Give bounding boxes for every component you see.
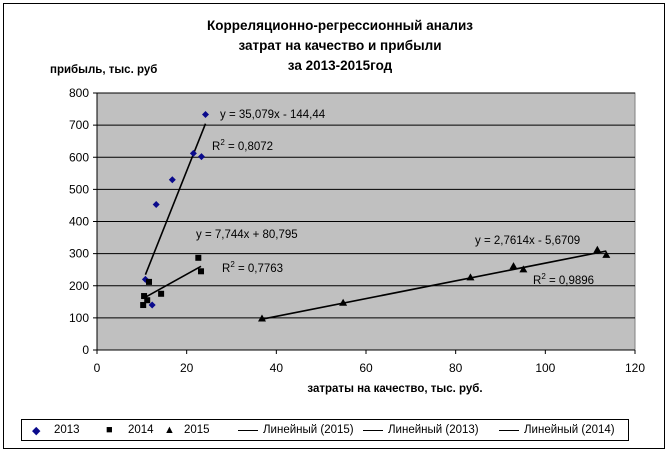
y-tick-label: 600 <box>69 150 89 164</box>
data-point-2013 <box>152 200 160 208</box>
data-point-2014 <box>144 297 151 304</box>
trendline <box>261 250 607 320</box>
data-point-2014 <box>141 293 148 300</box>
x-tick-label: 120 <box>625 361 645 375</box>
legend-label: 2014 <box>128 424 154 436</box>
legend-label: Линейный (2014) <box>524 424 615 436</box>
data-point-2014 <box>158 290 165 297</box>
x-tick-label: 60 <box>359 361 373 375</box>
data-point-2015 <box>339 298 348 306</box>
x-tick-label: 20 <box>180 361 194 375</box>
chart-title-line-3: за 2013-2015год <box>287 58 393 73</box>
data-point-2013 <box>197 153 205 161</box>
data-point-2014 <box>195 254 202 261</box>
legend-item-trend-2015: Линейный (2015) <box>238 423 360 439</box>
y-tick-label: 100 <box>69 311 89 325</box>
data-point-2013 <box>168 176 176 184</box>
legend-item-trend-2013: Линейный (2013) <box>363 423 495 439</box>
x-tick-label: 0 <box>94 361 101 375</box>
trendline-equation: y = 2,7614x - 5,6709 <box>475 235 580 247</box>
data-point-2014 <box>198 268 205 275</box>
trendline-r2: R2 = 0,7763 <box>222 260 283 275</box>
legend-item-2014: ■ 2014 <box>106 423 176 439</box>
legend-marker-triangle: ▲ <box>164 424 175 436</box>
data-point-2013 <box>201 111 209 119</box>
trendline-equation: y = 35,079x - 144,44 <box>220 109 326 121</box>
data-point-2015 <box>593 245 602 253</box>
x-axis-label: затраты на качество, тыс. руб. <box>307 383 483 395</box>
data-point-2013 <box>148 301 156 309</box>
x-tick-label: 80 <box>449 361 463 375</box>
legend-marker-square: ■ <box>106 424 113 436</box>
y-tick-label: 0 <box>82 343 89 357</box>
legend-label: Линейный (2013) <box>388 424 479 436</box>
chart-title-line-2: затрат на качество и прибыли <box>238 38 442 53</box>
x-tick-label: 100 <box>535 361 555 375</box>
y-axis-label: прибыль, тыс. руб <box>50 64 158 76</box>
legend-label: 2015 <box>184 424 210 436</box>
trendline-r2: R2 = 0,9896 <box>533 272 594 287</box>
y-tick-label: 400 <box>69 215 89 229</box>
data-point-2015 <box>257 314 266 322</box>
chart-title-line-1: Корреляционно-регрессионный анализ <box>207 18 473 33</box>
trendline <box>142 265 202 300</box>
data-point-2014 <box>140 302 147 309</box>
legend: ◆ 2013 ■ 2014 ▲ 2015 Линейный (2015) Лин… <box>21 419 629 441</box>
y-tick-label: 300 <box>69 247 89 261</box>
legend-item-trend-2014: Линейный (2014) <box>499 423 627 439</box>
trendline-equation: y = 7,744x + 80,795 <box>196 229 298 241</box>
legend-line-marker <box>363 430 383 431</box>
data-point-2015 <box>509 262 518 270</box>
legend-label: Линейный (2015) <box>263 424 354 436</box>
y-tick-label: 800 <box>69 86 89 100</box>
legend-line-marker <box>499 430 519 431</box>
x-tick-label: 40 <box>270 361 284 375</box>
data-point-2015 <box>519 265 528 273</box>
legend-item-2013: ◆ 2013 <box>32 423 102 439</box>
trendline-r2: R2 = 0,8072 <box>212 138 273 153</box>
legend-marker-diamond: ◆ <box>32 425 41 437</box>
data-point-2015 <box>602 250 611 258</box>
legend-line-marker <box>238 430 258 431</box>
data-point-2015 <box>466 273 475 281</box>
y-tick-label: 500 <box>69 182 89 196</box>
trendline <box>144 123 207 275</box>
data-point-2013 <box>189 149 197 157</box>
legend-item-2015: ▲ 2015 <box>164 423 232 439</box>
data-point-2014 <box>146 278 153 285</box>
y-tick-label: 700 <box>69 118 89 132</box>
legend-label: 2013 <box>54 424 80 436</box>
y-tick-label: 200 <box>69 279 89 293</box>
